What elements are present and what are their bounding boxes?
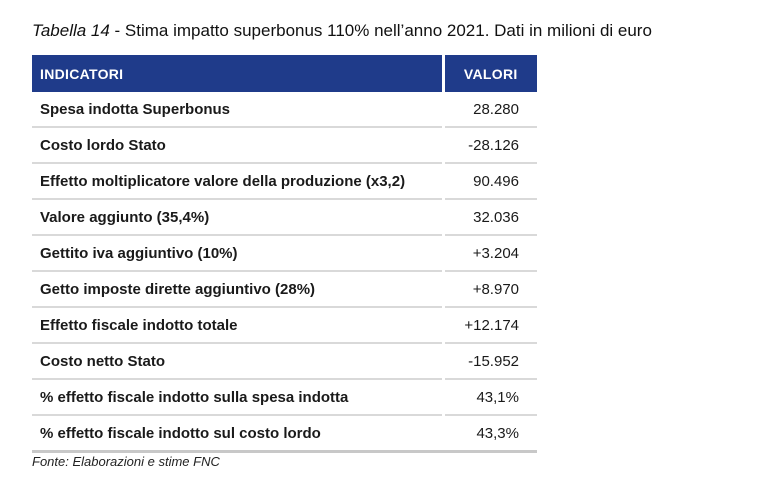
table-caption: Tabella 14 - Stima impatto superbonus 11…: [32, 20, 652, 42]
table-row: Costo lordo Stato -28.126: [32, 127, 537, 164]
row-label: % effetto fiscale indotto sulla spesa in…: [32, 379, 443, 416]
table-row: Effetto fiscale indotto totale +12.174: [32, 307, 537, 344]
caption-label: Tabella 14: [32, 21, 110, 40]
row-label: Costo netto Stato: [32, 343, 443, 380]
row-label: Effetto fiscale indotto totale: [32, 307, 443, 344]
row-label: Getto imposte dirette aggiuntivo (28%): [32, 271, 443, 308]
table-row: % effetto fiscale indotto sulla spesa in…: [32, 379, 537, 416]
row-value: 90.496: [441, 163, 537, 200]
row-value: 43,1%: [441, 379, 537, 416]
row-label: Effetto moltiplicatore valore della prod…: [32, 163, 443, 200]
row-value: 32.036: [441, 199, 537, 236]
table-row: % effetto fiscale indotto sul costo lord…: [32, 415, 537, 453]
header-valori: Valori: [441, 55, 537, 92]
row-value: 43,3%: [441, 415, 537, 453]
row-value: +3.204: [441, 235, 537, 272]
row-value: +12.174: [441, 307, 537, 344]
row-value: 28.280: [441, 92, 537, 128]
row-label: Gettito iva aggiuntivo (10%): [32, 235, 443, 272]
table-row: Costo netto Stato -15.952: [32, 343, 537, 380]
table-header-row: Indicatori Valori: [32, 55, 537, 92]
row-value: -28.126: [441, 127, 537, 164]
indicators-table: Indicatori Valori Spesa indotta Superbon…: [32, 55, 537, 453]
caption-text: - Stima impatto superbonus 110% nell’ann…: [109, 21, 652, 40]
row-value: -15.952: [441, 343, 537, 380]
source-note: Fonte: Elaborazioni e stime FNC: [32, 454, 220, 469]
table-row: Valore aggiunto (35,4%) 32.036: [32, 199, 537, 236]
row-label: % effetto fiscale indotto sul costo lord…: [32, 415, 443, 453]
header-indicatori: Indicatori: [32, 55, 443, 92]
table-row: Gettito iva aggiuntivo (10%) +3.204: [32, 235, 537, 272]
row-label: Spesa indotta Superbonus: [32, 92, 443, 128]
table-row: Effetto moltiplicatore valore della prod…: [32, 163, 537, 200]
row-label: Costo lordo Stato: [32, 127, 443, 164]
table-row: Spesa indotta Superbonus 28.280: [32, 92, 537, 128]
row-label: Valore aggiunto (35,4%): [32, 199, 443, 236]
row-value: +8.970: [441, 271, 537, 308]
table-row: Getto imposte dirette aggiuntivo (28%) +…: [32, 271, 537, 308]
